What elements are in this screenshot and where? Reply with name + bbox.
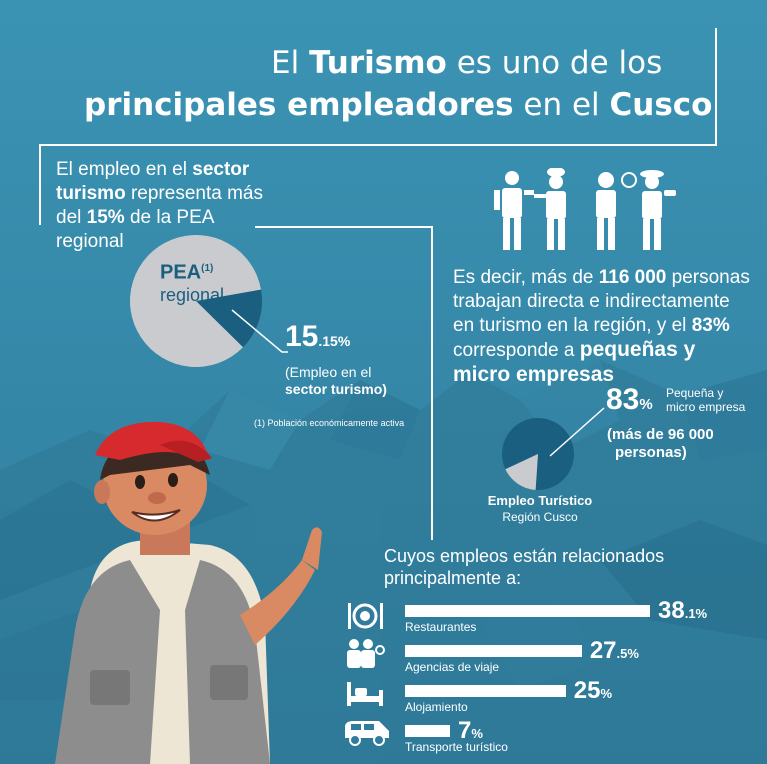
employment-leader-line (549, 407, 605, 457)
bed-icon (347, 682, 383, 706)
bar-label: Transporte turístico (405, 740, 508, 754)
bar-4 (405, 725, 450, 737)
guide-character-illustration (55, 421, 322, 764)
title-text: El (271, 45, 310, 81)
employment-desc-line: (más de 96 000 (607, 426, 714, 443)
bar-label: Restaurantes (405, 620, 477, 634)
pea-label-sub: regional (160, 284, 225, 305)
pea-value-dec: .15% (318, 333, 351, 349)
pea-value-int: 15 (285, 320, 319, 353)
intro-fragment: regional (56, 231, 124, 252)
employment-note-line: Pequeña y (666, 386, 724, 400)
title-text: es uno de los (446, 45, 663, 81)
van-icon (345, 721, 389, 746)
bar-3 (405, 685, 566, 697)
summary-fragment: Es decir, más de (453, 267, 599, 288)
summary-fragment: corresponde a (453, 340, 580, 361)
bar-label: Agencias de viaje (405, 660, 500, 674)
intro-fragment: de la PEA (124, 207, 215, 228)
travel-agents-icon (347, 639, 385, 668)
bar-value-int: 38 (658, 597, 685, 624)
pea-desc-line: sector turismo) (285, 381, 387, 397)
summary-bold: micro empresas (453, 363, 615, 386)
intro-bold: 15% (86, 207, 125, 228)
intro-fragment: representa más (125, 183, 263, 204)
summary-bold: 116 000 (598, 267, 667, 288)
bar-value-dec: .5% (616, 646, 639, 661)
title-text: en el (513, 87, 610, 123)
title-highlight: principales empleadores (84, 87, 514, 123)
bars-heading-line: principalmente a: (384, 568, 522, 588)
summary-bold: 83% (691, 315, 730, 336)
tourism-workers-icon (494, 168, 676, 250)
summary-fragment: personas (666, 267, 750, 288)
summary-fragment: trabajan directa e indirectamente (453, 291, 730, 312)
pie-slice-otras (505, 454, 538, 490)
bar-value-label: 27.5% (590, 637, 639, 665)
employment-title: Empleo Turístico (487, 493, 593, 508)
summary-text: Es decir, más de 116 000 personas trabaj… (453, 266, 753, 388)
bar-label: Alojamiento (405, 700, 468, 714)
employment-note-line: micro empresa (666, 400, 746, 414)
pea-pie-label: PEA(1) regional (160, 258, 224, 306)
pie-slice-resto (130, 235, 261, 367)
intro-bold: sector (192, 159, 250, 180)
title-highlight: Turismo (309, 45, 447, 81)
pea-desc-line: (Empleo en el (285, 364, 372, 380)
title-highlight: Cusco (609, 87, 713, 123)
summary-fragment: en turismo en la región, y el (453, 315, 692, 336)
bar-value-label: 7% (458, 717, 483, 745)
plate-cutlery-icon (348, 603, 383, 629)
bar-value-int: 7 (458, 717, 472, 744)
bar-value-dec: % (471, 726, 483, 741)
employment-pie-chart (502, 418, 574, 490)
bar-1 (405, 605, 650, 617)
employment-value-int: 83 (606, 383, 640, 416)
pea-label-main: PEA (160, 261, 202, 284)
summary-bold: pequeñas y (579, 338, 696, 361)
footnote: (1) Población económicamente activa (254, 418, 405, 428)
employment-description: (más de 96 000 personas) (607, 426, 714, 462)
employment-subtitle: Región Cusco (502, 510, 578, 524)
bar-2 (405, 645, 582, 657)
page-title-line-1: El Turismo es uno de los (271, 44, 662, 82)
pea-description: (Empleo en el sector turismo) (285, 364, 435, 398)
employment-desc-line: personas) (615, 444, 687, 461)
employment-caption: Empleo Turístico Región Cusco (480, 493, 600, 525)
pea-leader-line (231, 309, 288, 353)
pea-label-sup: (1) (201, 263, 214, 274)
bar-value-int: 25 (573, 677, 601, 704)
pie-slice-turismo (196, 289, 262, 348)
bar-value-label: 25% (574, 677, 612, 705)
bars-heading: Cuyos empleos están relacionados princip… (384, 545, 664, 589)
page-title-line-2: principales empleadores en el Cusco (84, 86, 712, 124)
pea-value: 15.15% (285, 320, 350, 354)
employment-value: 83% (606, 383, 653, 417)
intro-fragment: El empleo en el (56, 159, 193, 180)
bar-value-int: 27 (589, 637, 617, 664)
intro-bold: turismo (56, 183, 126, 204)
bar-value-dec: % (600, 686, 613, 701)
pea-pie-chart (130, 235, 262, 367)
employment-note: Pequeña y micro empresa (666, 386, 745, 414)
intro-fragment: del (56, 207, 87, 228)
intro-text: El empleo en el sector turismo represent… (56, 158, 296, 254)
bar-value-dec: .1% (684, 606, 708, 621)
employment-value-pct: % (639, 396, 653, 413)
bar-value-label: 38.1% (658, 597, 707, 625)
bars-heading-line: Cuyos empleos están relacionados (384, 546, 665, 566)
